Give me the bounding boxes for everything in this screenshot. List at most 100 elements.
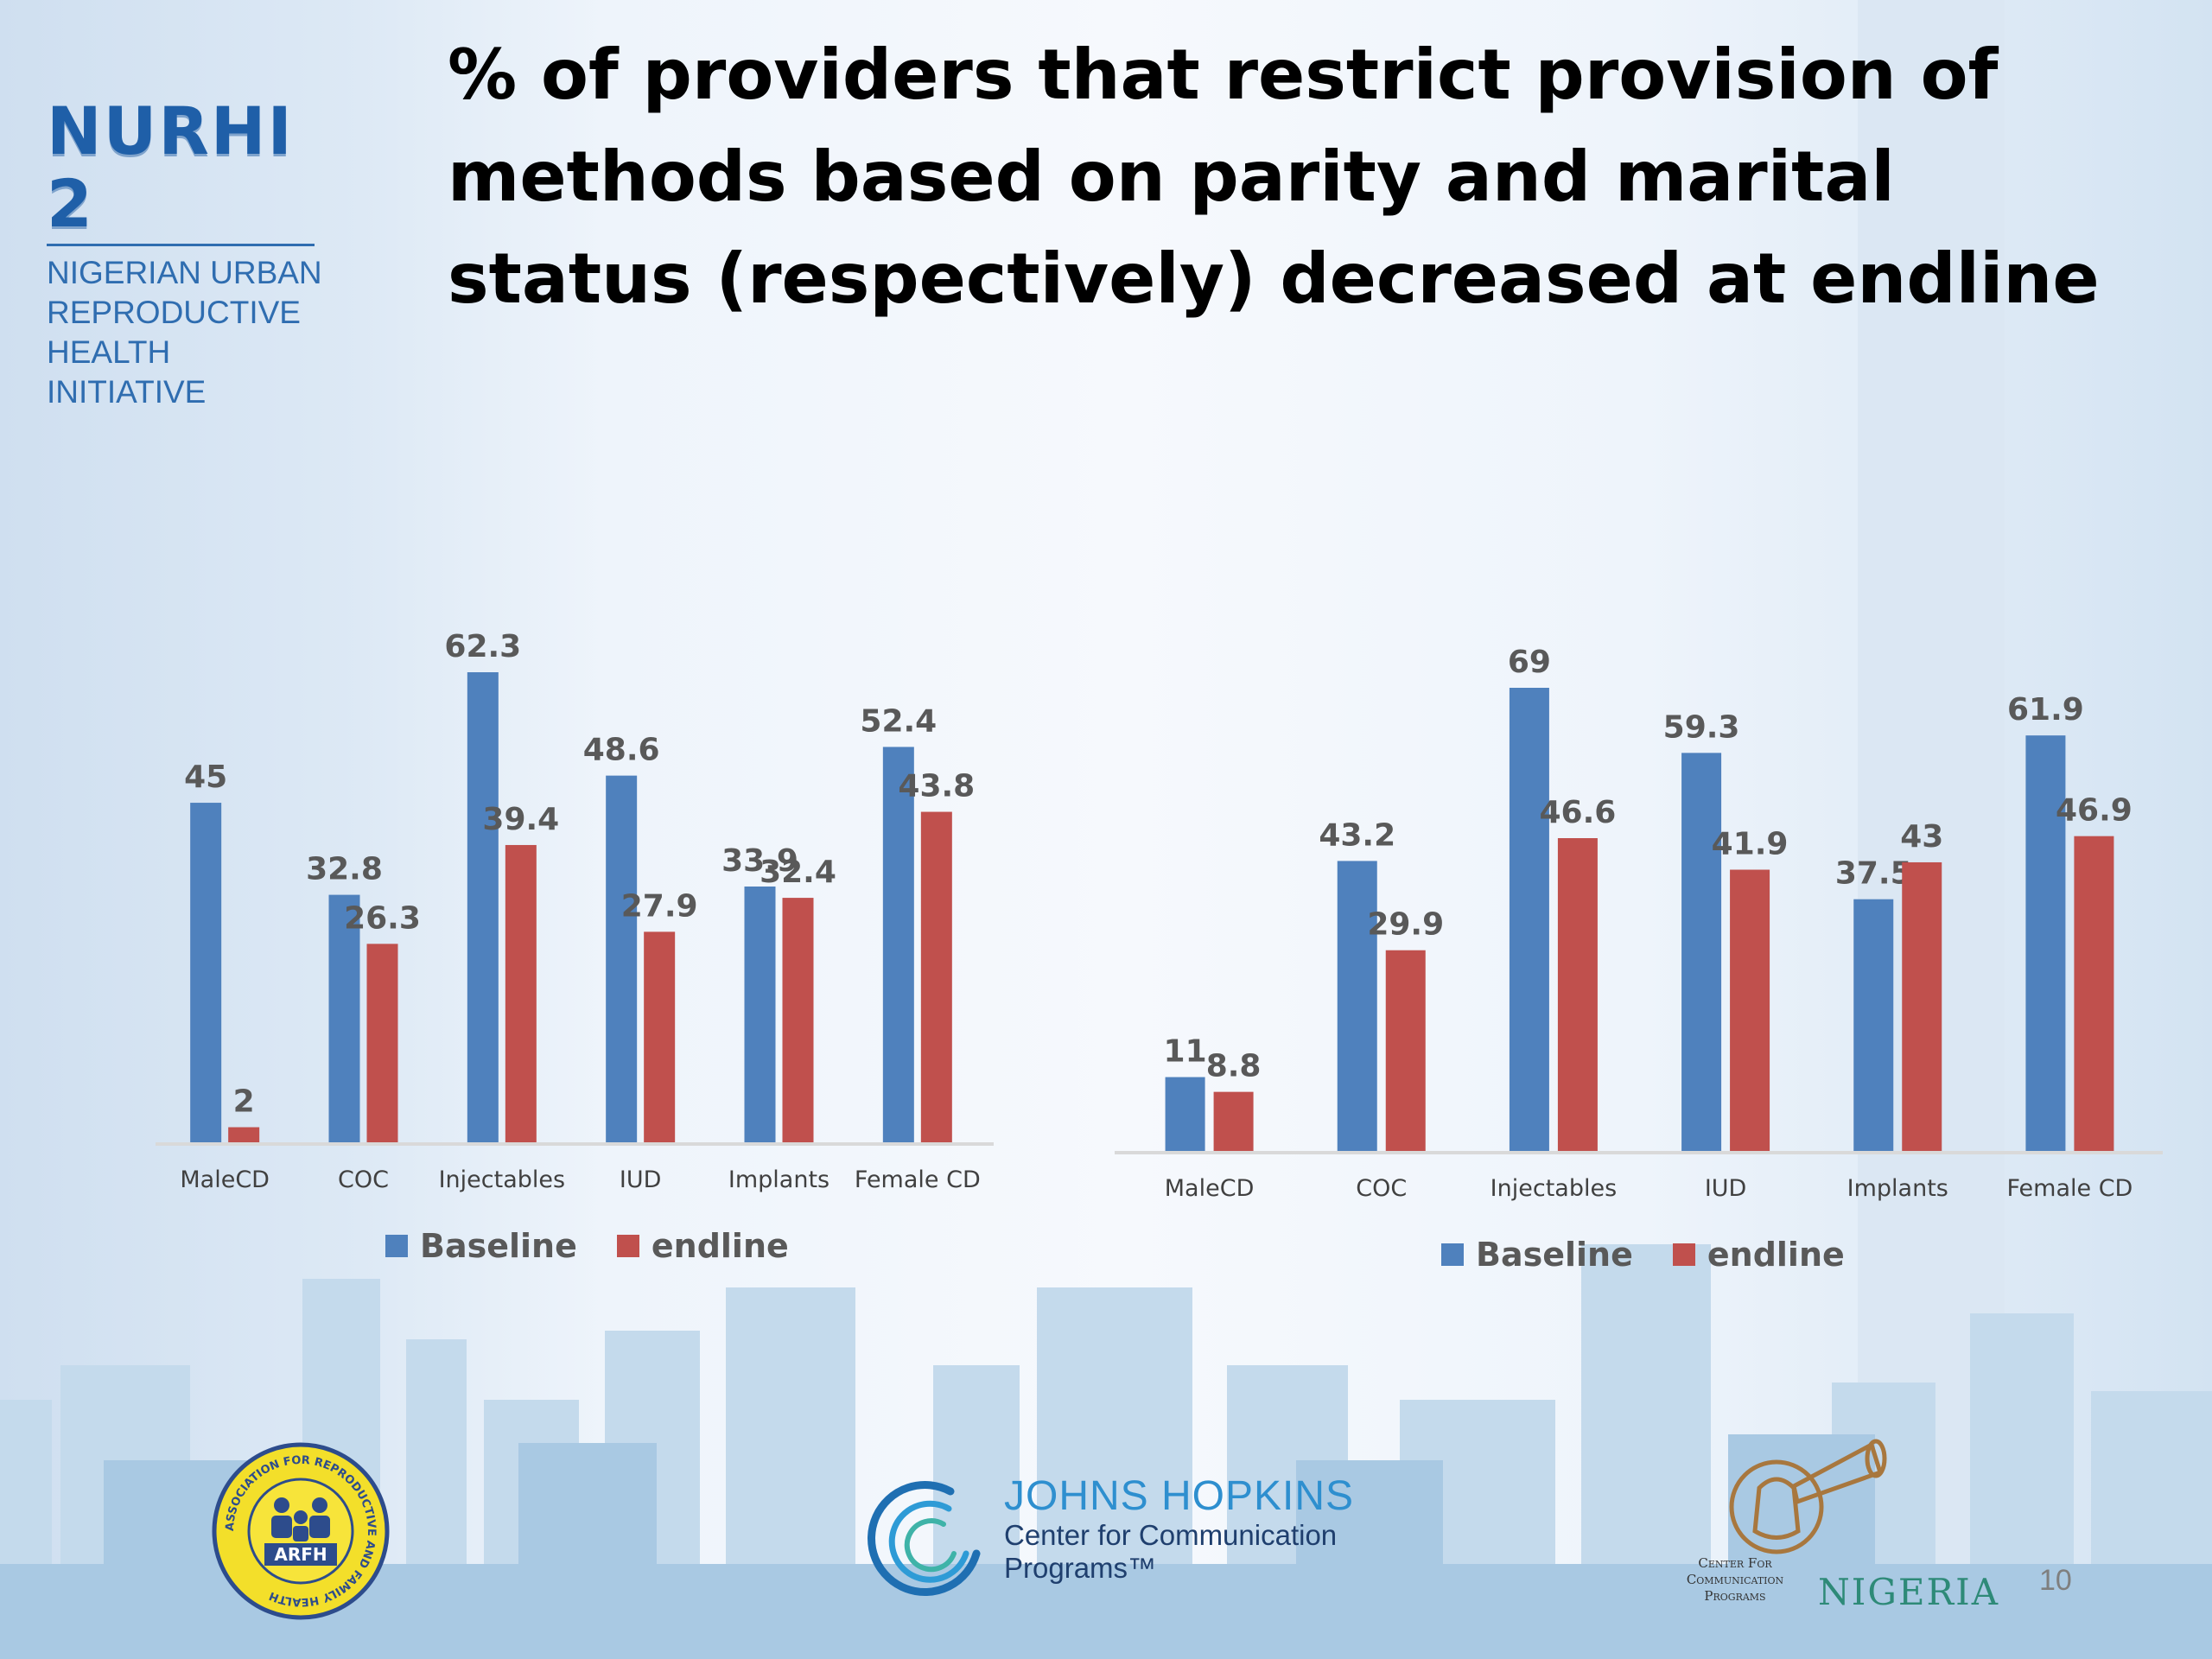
nurhi-logo-mark: NURHI 2 (47, 92, 294, 242)
data-label: 41.9 (1712, 827, 1789, 862)
x-tick-label: Implants (728, 1166, 830, 1193)
bar-baseline-coc (1337, 861, 1377, 1151)
ccp-nigeria-word: NIGERIA (1818, 1571, 2000, 1613)
nurhi-logo-line2: REPRODUCTIVE (47, 295, 301, 330)
legend-label-endline: endline (1707, 1236, 1845, 1274)
x-tick-label: MaleCD (180, 1166, 270, 1193)
data-label: 43 (1900, 819, 1943, 855)
ccp-small-line1: Center For (1698, 1555, 1772, 1571)
x-tick-label: IUD (620, 1166, 662, 1193)
data-label: 39.4 (482, 802, 559, 837)
ccp-nigeria-logo: Center For Communication Programs NIGERI… (1656, 1427, 2027, 1626)
bar-endline-iud (1730, 869, 1770, 1151)
x-tick-label: Injectables (1491, 1175, 1617, 1202)
bar-baseline-implants (744, 886, 776, 1142)
x-tick-label: MaleCD (1165, 1175, 1255, 1202)
nurhi-logo-line3: HEALTH INITIATIVE (47, 334, 207, 410)
data-label: 26.3 (344, 900, 421, 936)
bar-baseline-malecd (1165, 1077, 1205, 1151)
data-label: 59.3 (1663, 709, 1740, 745)
data-label: 27.9 (621, 888, 698, 924)
bar-endline-iud (644, 931, 676, 1142)
data-label: 46.6 (1540, 795, 1617, 830)
ccp-small-line3: Programs (1704, 1588, 1766, 1604)
legend-swatch-baseline (1441, 1243, 1464, 1266)
arfh-logo: ASSOCIATION FOR REPRODUCTIVE AND FAMILY … (212, 1442, 390, 1620)
data-label: 45 (184, 760, 227, 795)
data-label: 8.8 (1206, 1049, 1262, 1084)
bar-endline-coc (1385, 950, 1426, 1151)
legend-swatch-endline (616, 1235, 639, 1257)
legend-item-endline: endline (1672, 1236, 1845, 1274)
x-tick-label: Injectables (439, 1166, 565, 1193)
bar-endline-female-cd (2074, 836, 2114, 1151)
legend-item-baseline: Baseline (1441, 1236, 1633, 1274)
bar-endline-injectables (1557, 838, 1598, 1151)
data-label: 11 (1164, 1034, 1207, 1070)
legend-swatch-baseline (385, 1235, 408, 1257)
bar-baseline-implants (1853, 899, 1894, 1151)
town-crier-icon (1729, 1439, 1887, 1554)
bar-baseline-iud (1681, 753, 1722, 1151)
data-label: 46.9 (2056, 793, 2133, 829)
bar-endline-coc (366, 944, 398, 1142)
legend-label-baseline: Baseline (1476, 1236, 1633, 1274)
bar-endline-injectables (505, 844, 537, 1142)
x-tick-label: COC (1356, 1175, 1407, 1202)
chart-parity-legend: Baseline endline (385, 1227, 829, 1265)
bar-endline-malecd (228, 1127, 260, 1142)
jhu-ccp-logo: JOHNS HOPKINS Center for Communication P… (847, 1457, 1382, 1604)
bar-endline-female-cd (920, 811, 952, 1142)
bar-baseline-female-cd (882, 747, 914, 1142)
data-label: 43.2 (1319, 817, 1395, 853)
ccp-small-line2: Communication (1686, 1572, 1784, 1587)
legend-item-baseline: Baseline (385, 1227, 577, 1265)
bar-endline-implants (1902, 861, 1942, 1151)
data-label: 48.6 (583, 733, 660, 768)
family-icon (271, 1497, 330, 1541)
chart-marital-status: 11 8.8 MaleCD 43.2 29.9 COC 69 46.6 Injectables 5… (1115, 645, 2163, 1202)
data-label: 33.9 (721, 843, 798, 879)
slide-number: 10 (2039, 1564, 2072, 1597)
bar-baseline-female-cd (2025, 735, 2066, 1151)
bar-baseline-iud (606, 775, 638, 1142)
data-label: 37.5 (1835, 856, 1912, 892)
x-tick-label: Female CD (855, 1166, 981, 1193)
x-tick-label: COC (338, 1166, 389, 1193)
x-tick-label: Female CD (2006, 1175, 2133, 1202)
swirl-icon (868, 1481, 981, 1597)
jhu-line3: Programs™ (1004, 1552, 1157, 1584)
data-label: 62.3 (444, 629, 521, 664)
legend-swatch-endline (1672, 1243, 1695, 1266)
jhu-line2: Center for Communication (1004, 1519, 1338, 1551)
data-label: 52.4 (860, 703, 937, 739)
bar-baseline-injectables (467, 672, 499, 1142)
nurhi-logo-line1: NIGERIAN URBAN (47, 255, 322, 290)
bar-endline-malecd (1213, 1091, 1254, 1151)
nurhi-logo: NURHI 2 NIGERIAN URBAN REPRODUCTIVE HEAL… (47, 95, 323, 412)
data-label: 2 (233, 1084, 255, 1120)
bar-baseline-injectables (1509, 688, 1549, 1151)
chart-parity: 45 2 MaleCD 32.8 26.3 COC 62.3 39.4 Injectables 4… (156, 629, 994, 1193)
skyline-building (518, 1443, 657, 1659)
bar-baseline-coc (328, 894, 360, 1142)
data-label: 29.9 (1367, 907, 1444, 943)
nurhi-logo-rule (47, 244, 315, 246)
legend-item-endline: endline (616, 1227, 789, 1265)
slide-title: % of providers that restrict provision o… (448, 35, 2100, 319)
jhu-name: JOHNS HOPKINS (1004, 1473, 1355, 1519)
arfh-logo-abbr: ARFH (274, 1544, 327, 1565)
bar-endline-implants (782, 898, 814, 1142)
legend-label-baseline: Baseline (420, 1227, 577, 1265)
chart-marital-status-legend: Baseline endline (1441, 1236, 1885, 1274)
bar-baseline-malecd (190, 803, 222, 1142)
data-label: 69 (1508, 645, 1551, 680)
data-label: 43.8 (898, 769, 975, 804)
x-tick-label: Implants (1847, 1175, 1948, 1202)
skyline-building (1296, 1460, 1443, 1659)
data-label: 61.9 (2007, 692, 2084, 728)
data-label: 32.4 (760, 855, 836, 890)
x-tick-label: IUD (1705, 1175, 1747, 1202)
ccp-small-text: Center For Communication Programs (1656, 1555, 1815, 1605)
